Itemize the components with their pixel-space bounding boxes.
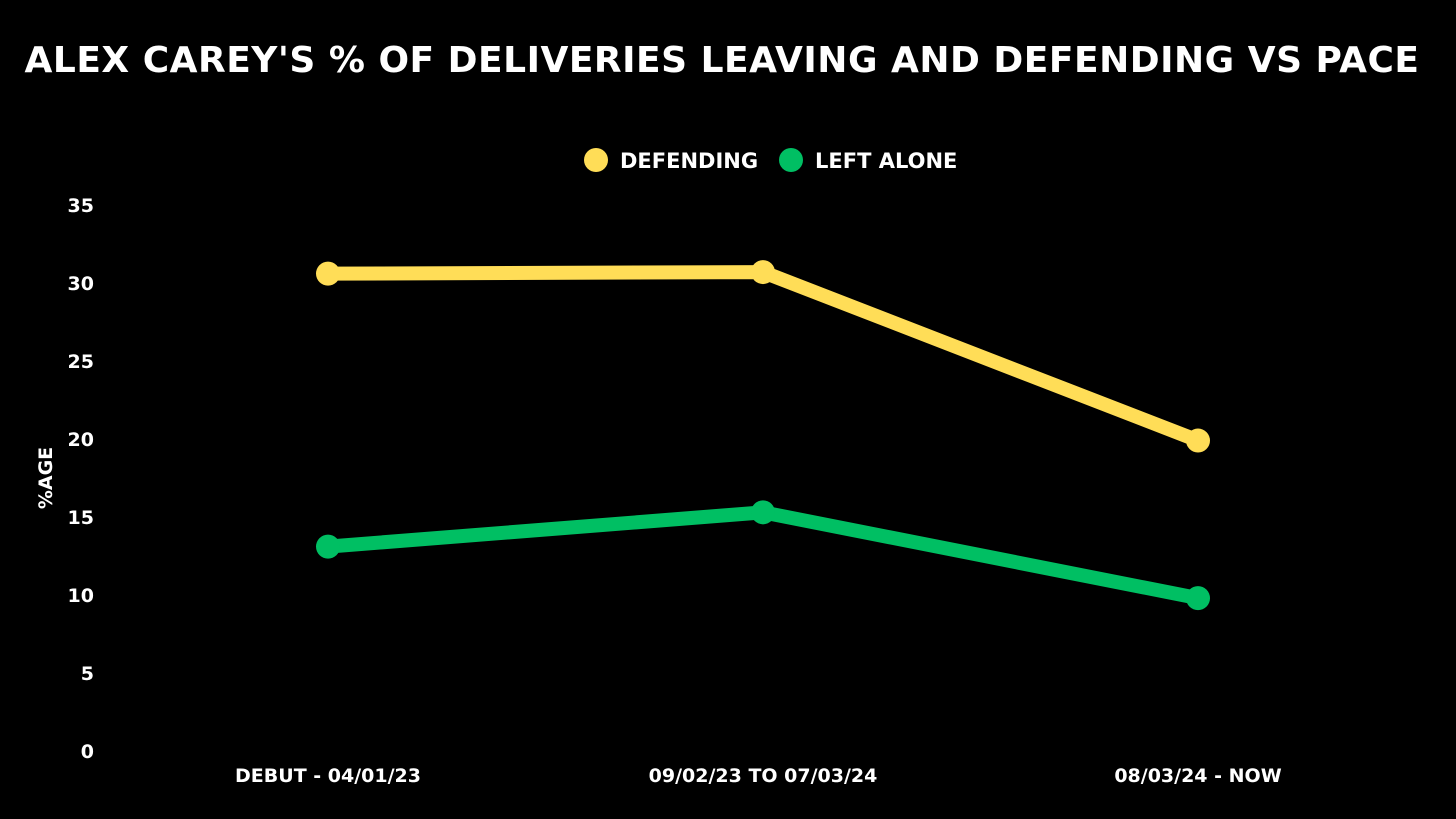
x-tick-label: DEBUT - 04/01/23 xyxy=(235,765,421,787)
y-tick-label: 5 xyxy=(81,663,94,685)
data-point-defending xyxy=(1186,428,1210,453)
data-point-left-alone xyxy=(316,534,340,559)
data-point-left-alone xyxy=(751,500,775,525)
data-point-left-alone xyxy=(1186,586,1210,611)
y-tick-label: 15 xyxy=(68,507,94,529)
data-point-defending xyxy=(751,260,775,285)
data-point-defending xyxy=(316,261,340,286)
legend-label-left-alone: LEFT ALONE xyxy=(815,149,957,173)
y-tick-label: 20 xyxy=(68,429,94,451)
chart-title: ALEX CAREY'S % OF DELIVERIES LEAVING AND… xyxy=(25,40,1420,81)
series-layer xyxy=(316,260,1210,611)
series-line-left-alone xyxy=(321,505,1205,606)
legend-marker-left-alone xyxy=(779,148,803,172)
legend-marker-defending xyxy=(584,148,608,172)
y-axis-label: %AGE xyxy=(35,447,57,509)
y-tick-label: 0 xyxy=(81,741,94,763)
x-tick-label: 09/02/23 TO 07/03/24 xyxy=(649,765,878,787)
y-axis-ticks: 0 5 10 15 20 25 30 35 xyxy=(68,195,94,763)
y-tick-label: 30 xyxy=(68,273,94,295)
y-tick-label: 35 xyxy=(68,195,94,217)
y-tick-label: 25 xyxy=(68,351,94,373)
legend-label-defending: DEFENDING xyxy=(620,149,758,173)
x-tick-label: 08/03/24 - NOW xyxy=(1114,765,1281,787)
series-line-defending xyxy=(321,265,1205,448)
x-axis-ticks: DEBUT - 04/01/23 09/02/23 TO 07/03/24 08/0… xyxy=(235,765,1282,787)
legend: DEFENDING LEFT ALONE xyxy=(584,148,957,173)
y-tick-label: 10 xyxy=(68,585,94,607)
